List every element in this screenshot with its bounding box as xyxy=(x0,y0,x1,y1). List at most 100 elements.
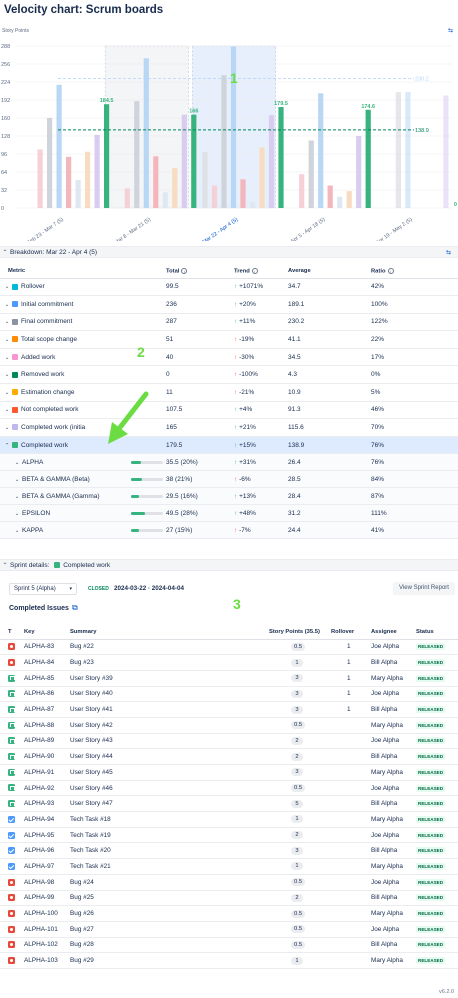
issue-summary[interactable]: User Story #41 xyxy=(70,701,269,718)
issue-summary[interactable]: Bug #22 xyxy=(70,639,269,656)
issue-key[interactable]: ALPHA-87 xyxy=(24,701,70,718)
col-key[interactable]: Key xyxy=(24,625,70,640)
issue-summary[interactable]: Bug #26 xyxy=(70,905,269,922)
breakdown-row[interactable]: ⌄ Added work 40 ↑ -30% 34.5 17% xyxy=(0,348,458,367)
col-assignee[interactable]: Assignee xyxy=(371,625,416,640)
issue-row[interactable]: ALPHA-94 Tech Task #18 1 Mary Alpha RELEASED xyxy=(0,811,458,828)
chevron-down-icon[interactable]: ⌄ xyxy=(14,476,20,483)
issue-key[interactable]: ALPHA-88 xyxy=(24,717,70,734)
issue-summary[interactable]: User Story #47 xyxy=(70,795,269,813)
chevron-down-icon[interactable]: ⌄ xyxy=(14,459,20,466)
col-summary[interactable]: Summary xyxy=(70,625,269,640)
col-ratio[interactable]: Ratio i xyxy=(371,265,458,279)
issue-key[interactable]: ALPHA-97 xyxy=(24,858,70,875)
col-type[interactable]: T xyxy=(0,625,24,640)
info-icon[interactable]: i xyxy=(387,267,394,274)
team-row[interactable]: ⌄ ALPHA 35.5 (20%) ↑ +31% 26.4 76% xyxy=(0,453,458,472)
issue-row[interactable]: ALPHA-85 User Story #39 3 1 Mary Alpha RELEAS… xyxy=(0,670,458,687)
issue-summary[interactable]: Bug #24 xyxy=(70,874,269,891)
issue-summary[interactable]: Bug #27 xyxy=(70,921,269,938)
col-trend[interactable]: Trend i xyxy=(234,265,288,279)
issue-key[interactable]: ALPHA-93 xyxy=(24,795,70,813)
col-metric[interactable]: Metric xyxy=(0,265,166,279)
issue-summary[interactable]: Bug #25 xyxy=(70,890,269,907)
issue-summary[interactable]: User Story #40 xyxy=(70,686,269,703)
chevron-down-icon[interactable]: ⌄ xyxy=(4,319,10,326)
issue-summary[interactable]: User Story #43 xyxy=(70,733,269,750)
issue-summary[interactable]: Bug #23 xyxy=(70,654,269,671)
issue-summary[interactable]: User Story #39 xyxy=(70,670,269,687)
col-story-points[interactable]: Story Points (35.5) xyxy=(269,625,331,640)
team-row[interactable]: ⌄ BETA & GAMMA (Gamma) 29.5 (16%) ↑ +13% 28.… xyxy=(0,487,458,506)
issue-key[interactable]: ALPHA-94 xyxy=(24,811,70,828)
issue-row[interactable]: ALPHA-92 User Story #46 0.5 Joe Alpha RELEAS… xyxy=(0,780,458,797)
info-icon[interactable]: i xyxy=(251,267,258,274)
col-rollover[interactable]: Rollover xyxy=(331,625,371,640)
issue-key[interactable]: ALPHA-90 xyxy=(24,748,70,765)
team-row[interactable]: ⌄ EPSILON 49.5 (28%) ↑ +48% 31.2 111% xyxy=(0,504,458,523)
col-total[interactable]: Total i xyxy=(166,265,234,279)
issue-row[interactable]: ALPHA-96 Tech Task #20 3 Bill Alpha RELEASED xyxy=(0,842,458,860)
chevron-down-icon[interactable]: ⌄ xyxy=(4,284,10,291)
issue-key[interactable]: ALPHA-99 xyxy=(24,890,70,907)
issue-row[interactable]: ALPHA-86 User Story #40 3 1 Joe Alpha RELEASE… xyxy=(0,686,458,703)
breakdown-row[interactable]: ⌄ Initial commitment 236 ↑ +20% 189.1 100% xyxy=(0,295,458,314)
breakdown-row[interactable]: ⌄ Final commitment 287 ↑ +11% 230.2 122% xyxy=(0,313,458,332)
chevron-down-icon[interactable]: ⌄ xyxy=(4,337,10,344)
issue-row[interactable]: ALPHA-103 Bug #29 1 Mary Alpha RELEASED xyxy=(0,952,458,969)
issue-row[interactable]: ALPHA-89 User Story #43 2 Joe Alpha RELEASED xyxy=(0,733,458,750)
chevron-down-icon[interactable]: ⌄ xyxy=(14,493,20,500)
breakdown-row[interactable]: ⌄ Not completed work 107.5 ↑ +4% 91.3 46% xyxy=(0,401,458,420)
collapse-chevron-icon[interactable]: ⌃ xyxy=(2,250,8,256)
issue-summary[interactable]: Bug #29 xyxy=(70,952,269,969)
team-row[interactable]: ⌄ BETA & GAMMA (Beta) 38 (21%) ↑ -6% 28.5 84% xyxy=(0,470,458,489)
sprint-details-header[interactable]: ⌃ Sprint details: Completed work xyxy=(0,559,458,571)
issue-key[interactable]: ALPHA-100 xyxy=(24,905,70,922)
issue-row[interactable]: ALPHA-91 User Story #45 3 Mary Alpha RELEASE… xyxy=(0,764,458,781)
chevron-down-icon[interactable]: ⌄ xyxy=(4,407,10,414)
issue-row[interactable]: ALPHA-83 Bug #22 0.5 1 Joe Alpha RELEASED xyxy=(0,639,458,656)
issue-key[interactable]: ALPHA-89 xyxy=(24,733,70,750)
issue-row[interactable]: ALPHA-95 Tech Task #19 2 Joe Alpha RELEASED xyxy=(0,827,458,844)
issue-key[interactable]: ALPHA-85 xyxy=(24,670,70,687)
issue-key[interactable]: ALPHA-96 xyxy=(24,842,70,860)
issue-summary[interactable]: User Story #44 xyxy=(70,748,269,765)
issue-row[interactable]: ALPHA-88 User Story #42 0.5 Mary Alpha RELEA… xyxy=(0,717,458,734)
breakdown-row[interactable]: ⌃ Completed work 179.5 ↑ +15% 138.9 76% xyxy=(0,436,458,455)
chevron-up-icon[interactable]: ⌃ xyxy=(4,442,10,449)
view-sprint-report-button[interactable]: View Sprint Report xyxy=(393,582,455,595)
issue-row[interactable]: ALPHA-93 User Story #47 5 Bill Alpha RELEASE… xyxy=(0,795,458,813)
chart-settings-icon[interactable]: ⇆ xyxy=(448,28,454,34)
info-icon[interactable]: i xyxy=(181,267,188,274)
issue-row[interactable]: ALPHA-90 User Story #44 2 Bill Alpha RELEASE… xyxy=(0,748,458,765)
breakdown-row[interactable]: ⌄ Rollover 99.5 ↑ +1071% 34.7 42% xyxy=(0,278,458,297)
issue-key[interactable]: ALPHA-95 xyxy=(24,827,70,844)
col-average[interactable]: Average xyxy=(288,265,371,279)
breakdown-settings-icon[interactable]: ⇆ xyxy=(446,250,452,256)
issue-summary[interactable]: Tech Task #19 xyxy=(70,827,269,844)
issue-key[interactable]: ALPHA-91 xyxy=(24,764,70,781)
chevron-down-icon[interactable]: ⌄ xyxy=(14,510,20,517)
issue-key[interactable]: ALPHA-98 xyxy=(24,874,70,891)
issue-row[interactable]: ALPHA-84 Bug #23 1 1 Bill Alpha RELEASED xyxy=(0,654,458,671)
issue-key[interactable]: ALPHA-102 xyxy=(24,937,70,954)
chevron-down-icon[interactable]: ⌄ xyxy=(14,527,20,534)
chevron-down-icon[interactable]: ⌄ xyxy=(4,354,10,361)
issue-key[interactable]: ALPHA-83 xyxy=(24,639,70,656)
breakdown-header[interactable]: ⌃ Breakdown: Mar 22 - Apr 4 (5) ⇆ xyxy=(0,246,458,258)
issue-row[interactable]: ALPHA-102 Bug #28 0.5 Bill Alpha RELEASED xyxy=(0,937,458,954)
issue-summary[interactable]: Tech Task #18 xyxy=(70,811,269,828)
issue-summary[interactable]: Tech Task #21 xyxy=(70,858,269,875)
issue-row[interactable]: ALPHA-97 Tech Task #21 1 Mary Alpha RELEASED xyxy=(0,858,458,875)
issue-row[interactable]: ALPHA-100 Bug #26 0.5 Mary Alpha RELEASED xyxy=(0,905,458,922)
issue-key[interactable]: ALPHA-92 xyxy=(24,780,70,797)
issue-summary[interactable]: User Story #45 xyxy=(70,764,269,781)
collapse-chevron-icon[interactable]: ⌃ xyxy=(2,563,8,569)
col-status[interactable]: Status xyxy=(416,625,458,640)
external-link-icon[interactable]: ⧉ xyxy=(72,603,78,612)
issue-key[interactable]: ALPHA-86 xyxy=(24,686,70,703)
breakdown-row[interactable]: ⌄ Removed work 0 ↑ -100% 4.3 0% xyxy=(0,365,458,385)
issue-summary[interactable]: Bug #28 xyxy=(70,937,269,954)
issue-key[interactable]: ALPHA-101 xyxy=(24,921,70,938)
issue-row[interactable]: ALPHA-87 User Story #41 3 1 Bill Alpha RELEAS… xyxy=(0,701,458,718)
